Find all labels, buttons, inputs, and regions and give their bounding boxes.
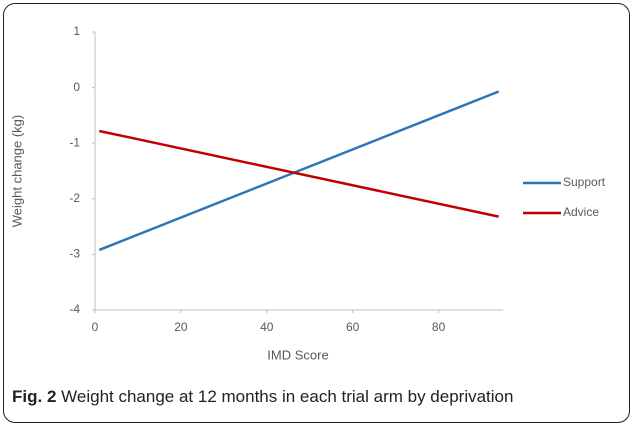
series-line — [99, 129, 499, 218]
y-tick-label: -3 — [69, 247, 80, 261]
legend-label: Support — [563, 175, 606, 189]
y-tick-label: 0 — [73, 80, 80, 94]
caption-label: Fig. 2 — [12, 387, 57, 406]
series-line — [98, 90, 500, 252]
y-axis-title: Weight change (kg) — [9, 115, 24, 228]
y-tick-label: -1 — [69, 135, 80, 149]
page: Weight change (kg) IMD Score -4 -3 -2 -1 0 1 0… — [3, 3, 630, 423]
caption: Fig. 2 Weight change at 12 months in eac… — [12, 387, 513, 407]
x-tick-label: 60 — [346, 320, 360, 334]
legend-label: Advice — [563, 205, 599, 219]
x-tick-label: 20 — [174, 320, 188, 334]
y-tick-label: -2 — [69, 191, 80, 205]
x-tick-label: 40 — [260, 320, 274, 334]
caption-text: Weight change at 12 months in each trial… — [61, 387, 514, 406]
y-tick-label: -4 — [69, 302, 80, 316]
x-tick-label: 80 — [432, 320, 446, 334]
y-tick-label: 1 — [73, 24, 80, 38]
x-tick-label: 0 — [92, 320, 99, 334]
chart: Weight change (kg) IMD Score -4 -3 -2 -1 0 1 0… — [9, 24, 606, 362]
x-axis-title: IMD Score — [267, 347, 328, 362]
